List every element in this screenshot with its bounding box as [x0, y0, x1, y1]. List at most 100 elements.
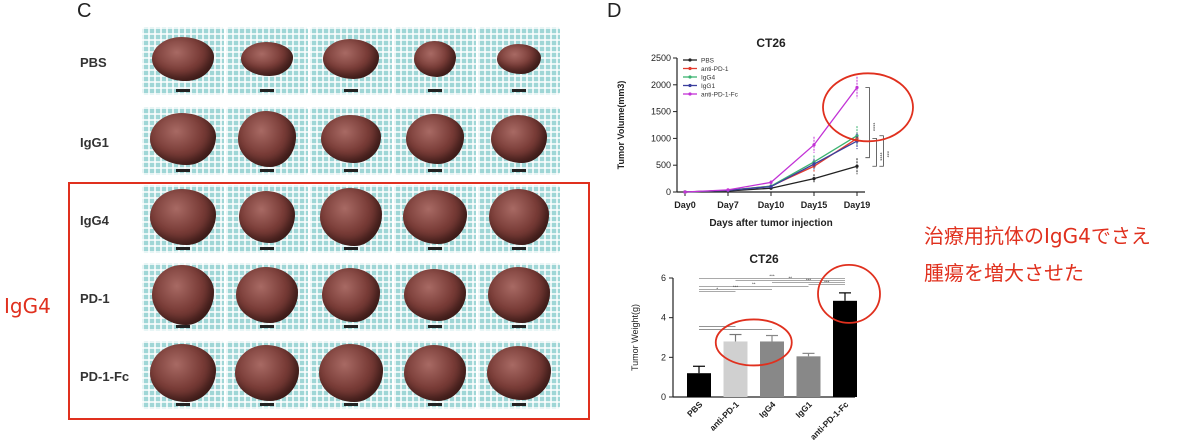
tumor-photo — [310, 263, 392, 331]
scale-bar — [176, 169, 190, 172]
tumor-photo — [478, 263, 560, 331]
significance-label: *** — [883, 151, 889, 158]
legend-label-4: anti-PD-1-Fc — [701, 92, 739, 99]
scale-bar — [344, 325, 358, 328]
y-tick-label: 6 — [661, 273, 666, 283]
scale-bar — [428, 403, 442, 406]
tumor-photo — [478, 341, 560, 409]
legend-label-2: IgG4 — [701, 75, 715, 82]
row-label-pbs: PBS — [80, 55, 107, 70]
annotation-line-1: 治療用抗体のIgG4でさえ — [924, 224, 1151, 248]
scale-bar — [344, 169, 358, 172]
scale-bar — [260, 403, 274, 406]
tumor-specimen — [241, 42, 293, 76]
y-tick-label: 0 — [661, 392, 666, 402]
data-point — [726, 188, 730, 192]
tumor-photo — [226, 263, 308, 331]
bar-chart-title: CT26 — [749, 252, 779, 266]
scale-bar — [344, 89, 358, 92]
y-axis-label: Tumor Volume(mm3) — [616, 81, 626, 170]
series-line-4 — [684, 87, 858, 193]
x-tick-label: anti-PD-1-Fc — [808, 399, 851, 442]
data-point — [812, 177, 816, 181]
y-tick-label: 2 — [661, 352, 666, 362]
bar-3 — [796, 356, 821, 397]
x-tick-label: anti-PD-1 — [707, 399, 741, 433]
scale-bar — [260, 169, 274, 172]
data-point — [855, 85, 859, 90]
tumor-photo — [310, 185, 392, 253]
row-label-pd-1: PD-1 — [80, 291, 110, 306]
x-tick-label: Day7 — [717, 200, 739, 210]
tumor-photo — [142, 27, 224, 95]
x-tick-label: Day19 — [844, 200, 871, 210]
bar-4 — [833, 300, 857, 397]
tumor-photo — [478, 27, 560, 95]
annotation-line-2: 腫瘍を増大させた — [924, 261, 1084, 285]
line-chart-title: CT26 — [756, 36, 786, 50]
tumor-photo — [310, 341, 392, 409]
y-axis-label: Tumor Weight(g) — [630, 304, 640, 371]
tumor-specimen — [238, 111, 296, 167]
tumor-specimen — [236, 267, 298, 323]
tumor-specimen — [487, 346, 551, 400]
scale-bar — [260, 89, 274, 92]
legend-marker — [688, 66, 692, 71]
scale-bar — [512, 325, 526, 328]
tumor-specimen — [404, 269, 466, 321]
tumor-photo — [478, 107, 560, 175]
tumor-photo — [394, 263, 476, 331]
data-point — [812, 143, 816, 147]
bar-1 — [723, 341, 748, 397]
scale-bar — [512, 247, 526, 250]
tumor-specimen — [404, 345, 466, 401]
legend-marker — [688, 92, 692, 96]
y-tick-label: 4 — [661, 313, 666, 323]
row-label-pd-1-fc: PD-1-Fc — [80, 369, 130, 384]
scale-bar — [428, 325, 442, 328]
significance-label: *** — [806, 278, 812, 283]
x-axis-label: Days after tumor injection — [709, 218, 832, 229]
highlight-circle-fc — [817, 263, 881, 324]
tumor-specimen — [152, 265, 214, 325]
igg4-highlight-box — [68, 182, 590, 420]
data-point — [769, 180, 773, 184]
x-tick-label: IgG4 — [757, 399, 778, 420]
tumor-specimen — [322, 268, 380, 322]
scale-bar — [344, 403, 358, 406]
x-tick-label: Day15 — [801, 200, 828, 210]
tumor-photo — [394, 341, 476, 409]
legend-marker — [688, 75, 692, 79]
significance-bracket — [872, 138, 877, 167]
significance-label: *** — [769, 274, 775, 279]
significance-label: ** — [788, 276, 792, 281]
highlight-label: IgG4 — [4, 294, 51, 318]
tumor-photo — [394, 27, 476, 95]
scale-bar — [428, 169, 442, 172]
tumor-photo-grid: PBS IgG1 IgG4 PD-1 PD-1-Fc — [70, 25, 590, 420]
scale-bar — [344, 247, 358, 250]
tumor-specimen — [491, 115, 547, 163]
tumor-specimen — [321, 115, 381, 163]
tumor-specimen — [323, 39, 379, 79]
data-point — [812, 162, 816, 166]
tumor-photo — [226, 27, 308, 95]
bar-2 — [760, 341, 784, 397]
data-point — [683, 190, 687, 194]
scale-bar — [428, 247, 442, 250]
tumor-photo — [226, 341, 308, 409]
significance-label: * — [716, 287, 718, 292]
tumor-specimen — [235, 345, 299, 401]
legend-marker — [688, 58, 692, 62]
tumor-specimen — [150, 344, 216, 402]
tumor-photo — [142, 341, 224, 409]
legend-label-3: IgG1 — [701, 83, 715, 90]
highlight-circle — [822, 72, 914, 143]
row-label-igg4: IgG4 — [80, 213, 109, 228]
tumor-photo — [394, 185, 476, 253]
tumor-specimen — [406, 114, 464, 164]
tumor-weight-bar-chart: CT26 0 2 4 6 Tumor Weight(g) PBS anti-PD-1 IgG4 I… — [630, 252, 881, 442]
y-tick-label: 0 — [666, 187, 671, 197]
significance-bracket — [865, 87, 870, 159]
y-tick-label: 1000 — [651, 133, 671, 143]
